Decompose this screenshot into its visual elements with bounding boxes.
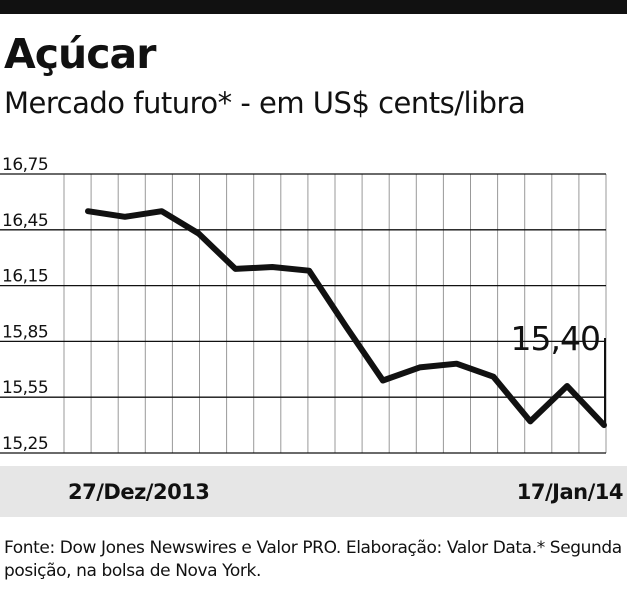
last-value-label: 15,40 bbox=[511, 319, 600, 358]
vertical-grid bbox=[63, 174, 607, 453]
y-tick-label: 16,45 bbox=[2, 211, 48, 231]
chart-title: Açúcar bbox=[4, 30, 156, 78]
y-tick-label: 15,55 bbox=[2, 378, 48, 398]
y-tick-label: 16,15 bbox=[2, 267, 48, 287]
source-note: Fonte: Dow Jones Newswires e Valor PRO. … bbox=[4, 538, 622, 581]
series-group bbox=[85, 208, 607, 429]
top-bar bbox=[0, 0, 627, 14]
x-axis-start-label: 27/Dez/2013 bbox=[68, 480, 210, 504]
y-tick-label: 16,75 bbox=[2, 155, 48, 175]
annotation-group: 15,40 bbox=[511, 319, 606, 426]
chart-subtitle: Mercado futuro* - em US$ cents/libra bbox=[4, 86, 526, 120]
line-chart: 16,75 16,45 16,15 15,85 15,55 15,25 15,40 bbox=[0, 155, 607, 454]
y-tick-label: 15,85 bbox=[2, 322, 48, 342]
y-axis-ticks: 16,75 16,45 16,15 15,85 15,55 15,25 bbox=[2, 155, 49, 454]
series-line bbox=[85, 208, 607, 429]
y-tick-label: 15,25 bbox=[2, 434, 48, 454]
x-axis-strip bbox=[0, 466, 627, 517]
horizontal-grid bbox=[0, 173, 606, 454]
x-axis-end-label: 17/Jan/14 bbox=[516, 480, 624, 504]
